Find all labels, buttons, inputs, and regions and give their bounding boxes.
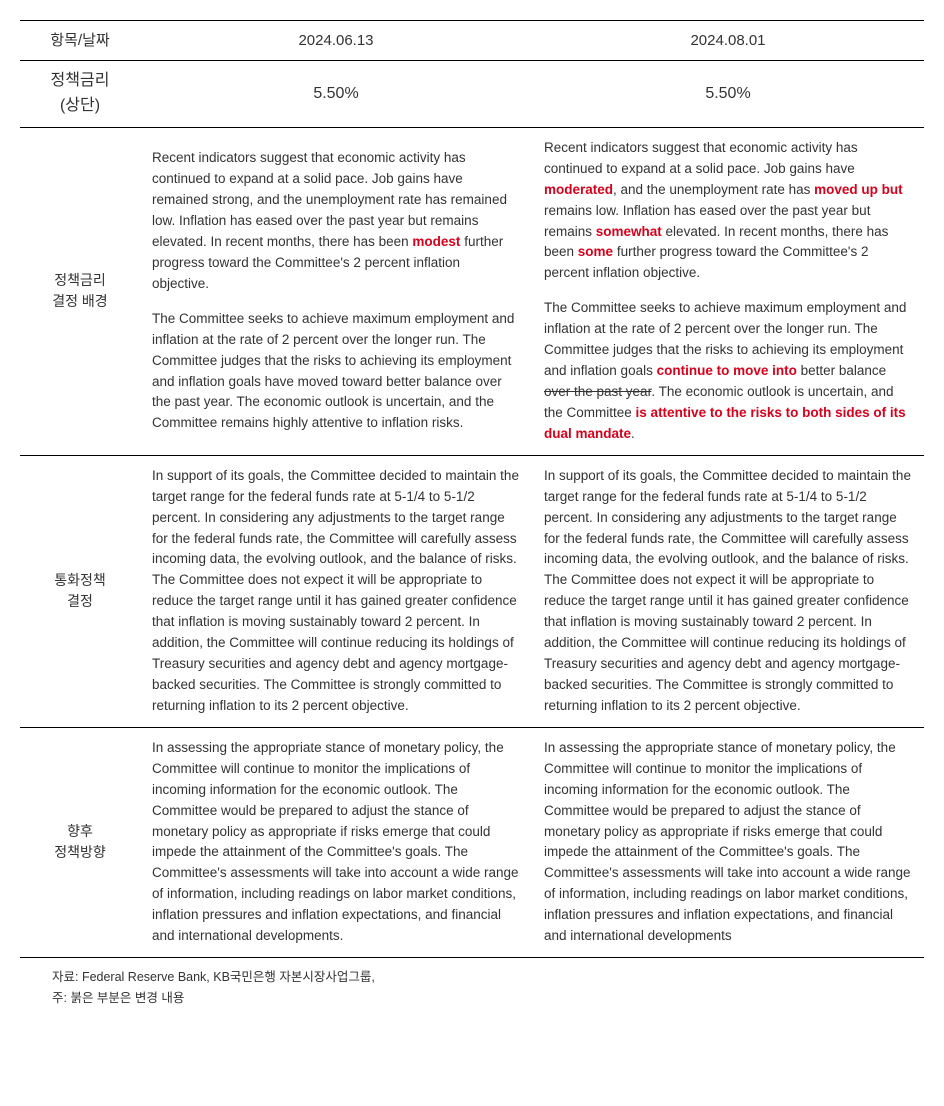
text: In support of its goals, the Committee d…: [152, 466, 520, 717]
policy-rate-label: 정책금리 (상단): [20, 61, 140, 128]
direction-row: 향후 정책방향 In assessing the appropriate sta…: [20, 727, 924, 957]
text: In assessing the appropriate stance of m…: [152, 738, 520, 947]
highlight-text: moved up but: [814, 182, 903, 197]
comparison-table: 항목/날짜 2024.06.13 2024.08.01 정책금리 (상단) 5.…: [20, 20, 924, 958]
strikethrough-text: over the past year: [544, 384, 651, 399]
header-date-2: 2024.08.01: [532, 21, 924, 61]
decision-row: 통화정책 결정 In support of its goals, the Com…: [20, 455, 924, 727]
label-text: 정책방향: [54, 844, 106, 860]
text: In support of its goals, the Committee d…: [544, 466, 912, 717]
header-date-1: 2024.06.13: [140, 21, 532, 61]
label-text: (상단): [60, 97, 100, 114]
text: .: [631, 426, 635, 441]
label-text: 향후: [67, 823, 93, 839]
decision-text-1: In support of its goals, the Committee d…: [140, 455, 532, 727]
text: The Committee seeks to achieve maximum e…: [152, 309, 520, 435]
policy-rate-row: 정책금리 (상단) 5.50% 5.50%: [20, 61, 924, 128]
direction-text-1: In assessing the appropriate stance of m…: [140, 727, 532, 957]
footnotes: 자료: Federal Reserve Bank, KB국민은행 자본시장사업그…: [20, 966, 924, 1006]
label-text: 정책금리: [54, 272, 106, 288]
background-text-1: Recent indicators suggest that economic …: [140, 127, 532, 455]
label-text: 통화정책: [54, 572, 106, 588]
decision-text-2: In support of its goals, the Committee d…: [532, 455, 924, 727]
highlight-text: some: [578, 244, 613, 259]
text: , and the unemployment rate has: [613, 182, 814, 197]
header-label: 항목/날짜: [20, 21, 140, 61]
footnote-note: 주: 붉은 부분은 변경 내용: [52, 987, 924, 1006]
decision-label: 통화정책 결정: [20, 455, 140, 727]
text: better balance: [797, 363, 886, 378]
direction-text-2: In assessing the appropriate stance of m…: [532, 727, 924, 957]
label-text: 결정: [67, 593, 93, 609]
text: Recent indicators suggest that economic …: [544, 140, 858, 176]
background-row: 정책금리 결정 배경 Recent indicators suggest tha…: [20, 127, 924, 455]
highlight-text: modest: [412, 234, 460, 249]
highlight-text: moderated: [544, 182, 613, 197]
label-text: 정책금리: [51, 72, 110, 89]
footnote-source: 자료: Federal Reserve Bank, KB국민은행 자본시장사업그…: [52, 966, 924, 985]
policy-rate-value-1: 5.50%: [140, 61, 532, 128]
policy-rate-value-2: 5.50%: [532, 61, 924, 128]
highlight-text: continue to move into: [657, 363, 797, 378]
background-label: 정책금리 결정 배경: [20, 127, 140, 455]
label-text: 결정 배경: [52, 293, 107, 309]
header-row: 항목/날짜 2024.06.13 2024.08.01: [20, 21, 924, 61]
background-text-2: Recent indicators suggest that economic …: [532, 127, 924, 455]
text: In assessing the appropriate stance of m…: [544, 738, 912, 947]
highlight-text: somewhat: [596, 224, 662, 239]
direction-label: 향후 정책방향: [20, 727, 140, 957]
